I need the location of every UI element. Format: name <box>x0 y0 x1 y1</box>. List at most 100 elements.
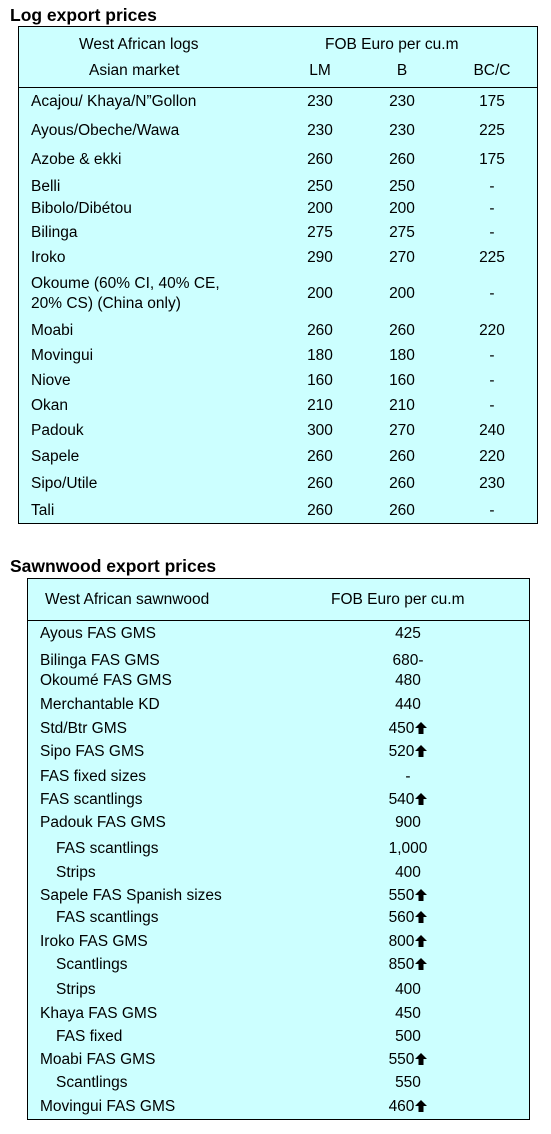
log-name: Belli <box>31 178 61 195</box>
log-name: Okan <box>31 397 69 414</box>
sawn-price: 450 <box>395 1005 421 1022</box>
sawn-price: 550 <box>395 1074 421 1091</box>
log-name: Moabi <box>31 322 74 339</box>
sawn-name: FAS fixed <box>56 1028 123 1045</box>
log-price-bcc: 175 <box>479 93 505 110</box>
log-price-b: 230 <box>389 93 415 110</box>
log-price-b: 260 <box>389 448 415 465</box>
sawnwood-section-title: Sawnwood export prices <box>10 556 217 576</box>
log-name: Ayous/Obeche/Wawa <box>31 122 180 139</box>
log-name-cont: 20% CS) (China only) <box>31 295 181 312</box>
up-arrow-icon <box>415 745 428 757</box>
sawn-price: 450 <box>388 720 415 737</box>
log-price-bcc: - <box>489 224 495 241</box>
sawn-name: Strips <box>56 981 96 998</box>
sawn-name: FAS fixed sizes <box>40 768 146 785</box>
up-arrow-icon <box>415 958 428 970</box>
log-price-lm: 290 <box>307 249 333 266</box>
log-price-b: 250 <box>389 178 415 195</box>
sawn-price: - <box>405 768 411 785</box>
log-price-b: 260 <box>389 502 415 519</box>
log-price-lm: 260 <box>307 448 333 465</box>
up-arrow-icon <box>415 1100 428 1112</box>
log-name: Niove <box>31 372 71 389</box>
log-price-lm: 230 <box>307 93 333 110</box>
sawn-price: 400 <box>395 864 421 881</box>
log-price-lm: 210 <box>307 397 333 414</box>
sawn-name: Sapele FAS Spanish sizes <box>40 887 222 904</box>
sawnwood-price-table: West African sawnwood FOB Euro per cu.m … <box>27 578 530 1120</box>
sawn-price-cell: 440 <box>358 696 458 714</box>
sawn-name: Khaya FAS GMS <box>40 1005 158 1022</box>
sawn-price: 1,000 <box>388 840 428 857</box>
sawn-name: Std/Btr GMS <box>40 720 127 737</box>
log-price-b: 210 <box>389 397 415 414</box>
sawn-price: 560 <box>388 909 415 926</box>
header-grade-bcc: BC/C <box>473 62 511 79</box>
header-grade-lm: LM <box>309 62 331 79</box>
log-price-bcc: 225 <box>479 249 505 266</box>
sawn-price-cell: 500 <box>358 1028 458 1046</box>
log-price-b: 260 <box>389 322 415 339</box>
up-arrow-icon <box>415 1053 428 1065</box>
sawn-price-cell: 540 <box>358 791 458 809</box>
sawn-price: 550 <box>388 887 415 904</box>
sawn-price-cell: 1,000 <box>358 840 458 858</box>
up-arrow-icon <box>415 935 428 947</box>
sawn-name: Moabi FAS GMS <box>40 1051 156 1068</box>
header-fob-euro: FOB Euro per cu.m <box>325 36 459 53</box>
sawn-price-cell: 900 <box>358 814 458 832</box>
log-price-lm: 230 <box>307 122 333 139</box>
header-fob-euro-sawn: FOB Euro per cu.m <box>331 591 465 608</box>
sawn-price: 480 <box>395 672 421 689</box>
sawn-price-cell: 450 <box>358 1005 458 1023</box>
sawn-price-cell: 680- <box>358 652 458 670</box>
log-price-b: 260 <box>389 151 415 168</box>
sawnwood-table-header: West African sawnwood FOB Euro per cu.m <box>28 579 529 621</box>
header-west-african-sawnwood: West African sawnwood <box>45 591 210 608</box>
header-west-african-logs: West African logs <box>79 36 199 53</box>
up-arrow-icon <box>415 722 428 734</box>
up-arrow-icon <box>415 911 428 923</box>
sawn-price-cell: 460 <box>358 1098 458 1116</box>
log-price-bcc: - <box>489 397 495 414</box>
log-price-bcc: - <box>489 285 495 302</box>
log-price-bcc: 220 <box>479 448 505 465</box>
log-price-b: 160 <box>389 372 415 389</box>
header-grade-b: B <box>396 62 408 79</box>
log-name: Movingui <box>31 347 94 364</box>
log-price-bcc: - <box>489 502 495 519</box>
log-price-bcc: 230 <box>479 475 505 492</box>
sawn-name: Padouk FAS GMS <box>40 814 166 831</box>
log-price-bcc: 175 <box>479 151 505 168</box>
sawn-name: FAS scantlings <box>40 791 143 808</box>
log-price-b: 200 <box>389 200 415 217</box>
sawn-name: Movingui FAS GMS <box>40 1098 176 1115</box>
log-name: Sipo/Utile <box>31 475 98 492</box>
log-price-lm: 260 <box>307 502 333 519</box>
sawn-price: 520 <box>388 743 415 760</box>
sawn-name: Strips <box>56 864 96 881</box>
up-arrow-icon <box>415 889 428 901</box>
log-price-table: West African logs Asian market FOB Euro … <box>18 26 538 524</box>
sawn-name: Okoumé FAS GMS <box>40 672 172 689</box>
log-price-b: 275 <box>389 224 415 241</box>
sawn-price-cell: 400 <box>358 864 458 882</box>
sawn-name: Sipo FAS GMS <box>40 743 145 760</box>
sawn-name: Merchantable KD <box>40 696 160 713</box>
log-name: Bilinga <box>31 224 78 241</box>
log-price-lm: 260 <box>307 322 333 339</box>
log-name: Tali <box>31 502 55 519</box>
log-name: Bibolo/Dibétou <box>31 200 132 217</box>
log-name: Iroko <box>31 249 66 266</box>
header-asian-market: Asian market <box>89 62 180 79</box>
sawn-price: 440 <box>395 696 421 713</box>
log-price-bcc: - <box>489 347 495 364</box>
log-price-bcc: - <box>489 372 495 389</box>
log-price-b: 230 <box>389 122 415 139</box>
sawn-name: FAS scantlings <box>56 840 159 857</box>
sawn-price: 460 <box>388 1098 415 1115</box>
log-price-lm: 160 <box>307 372 333 389</box>
log-price-b: 200 <box>389 285 415 302</box>
sawn-name: Ayous FAS GMS <box>40 625 157 642</box>
